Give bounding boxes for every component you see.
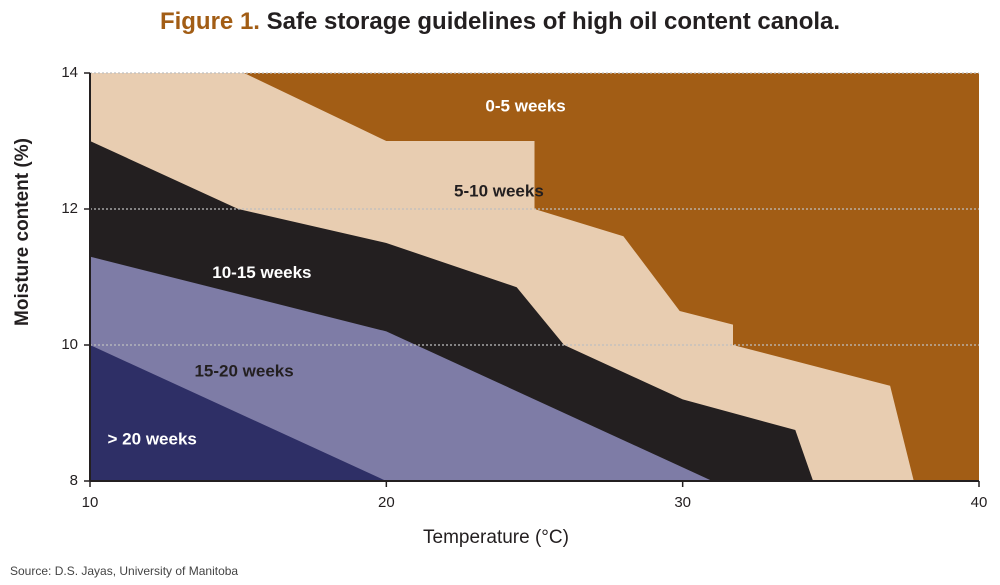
x-axis-label: Temperature (°C) [423,527,569,548]
zone-labels: 0-5 weeks 5-10 weeks 10-15 weeks 15-20 week… [108,96,566,448]
source-note: Source: D.S. Jayas, University of Manito… [10,564,239,578]
zone-label: 10-15 weeks [212,263,311,282]
x-tick-label: 40 [971,494,988,511]
y-tick-label: 10 [61,336,78,353]
figure-number: Figure 1. [159,8,260,35]
zone-label: 0-5 weeks [485,96,565,115]
y-axis-label: Moisture content (%) [12,138,33,326]
x-tick-label: 30 [674,494,691,511]
grid-lines [90,72,979,346]
figure-title: Figure 1. Safe storage guidelines of hig… [0,8,1000,36]
x-tick-label: 10 [82,494,99,511]
y-tick-label: 12 [61,200,78,217]
zone-label: > 20 weeks [108,430,197,449]
zone-areas [90,73,979,481]
y-tick-label: 8 [70,472,78,489]
zone-area-20-weeks [90,345,387,481]
zone-label: 5-10 weeks [454,181,544,200]
x-tick-label: 20 [378,494,395,511]
y-tick-label: 14 [61,64,78,81]
figure-title-text: Safe storage guidelines of high oil cont… [266,8,841,35]
zone-label: 15-20 weeks [194,362,293,381]
